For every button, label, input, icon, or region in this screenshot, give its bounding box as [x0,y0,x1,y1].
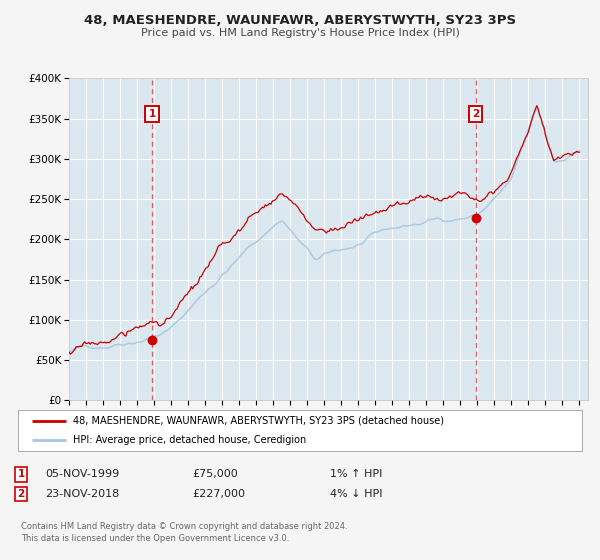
Point [147,335,157,344]
Text: 1: 1 [17,469,25,479]
Text: 48, MAESHENDRE, WAUNFAWR, ABERYSTWYTH, SY23 3PS: 48, MAESHENDRE, WAUNFAWR, ABERYSTWYTH, S… [84,14,516,27]
Text: Contains HM Land Registry data © Crown copyright and database right 2024.: Contains HM Land Registry data © Crown c… [21,522,347,531]
Text: £75,000: £75,000 [192,469,238,479]
Text: 23-NOV-2018: 23-NOV-2018 [45,489,119,499]
Point [471,213,481,222]
Text: 1: 1 [148,109,155,119]
Text: 48, MAESHENDRE, WAUNFAWR, ABERYSTWYTH, SY23 3PS (detached house): 48, MAESHENDRE, WAUNFAWR, ABERYSTWYTH, S… [73,416,444,426]
Text: £227,000: £227,000 [192,489,245,499]
Text: 1% ↑ HPI: 1% ↑ HPI [330,469,382,479]
Text: 2: 2 [472,109,479,119]
Text: This data is licensed under the Open Government Licence v3.0.: This data is licensed under the Open Gov… [21,534,289,543]
Text: 4% ↓ HPI: 4% ↓ HPI [330,489,383,499]
Text: 2: 2 [17,489,25,499]
Text: Price paid vs. HM Land Registry's House Price Index (HPI): Price paid vs. HM Land Registry's House … [140,28,460,38]
Text: 05-NOV-1999: 05-NOV-1999 [45,469,119,479]
Text: HPI: Average price, detached house, Ceredigion: HPI: Average price, detached house, Cere… [73,435,307,445]
